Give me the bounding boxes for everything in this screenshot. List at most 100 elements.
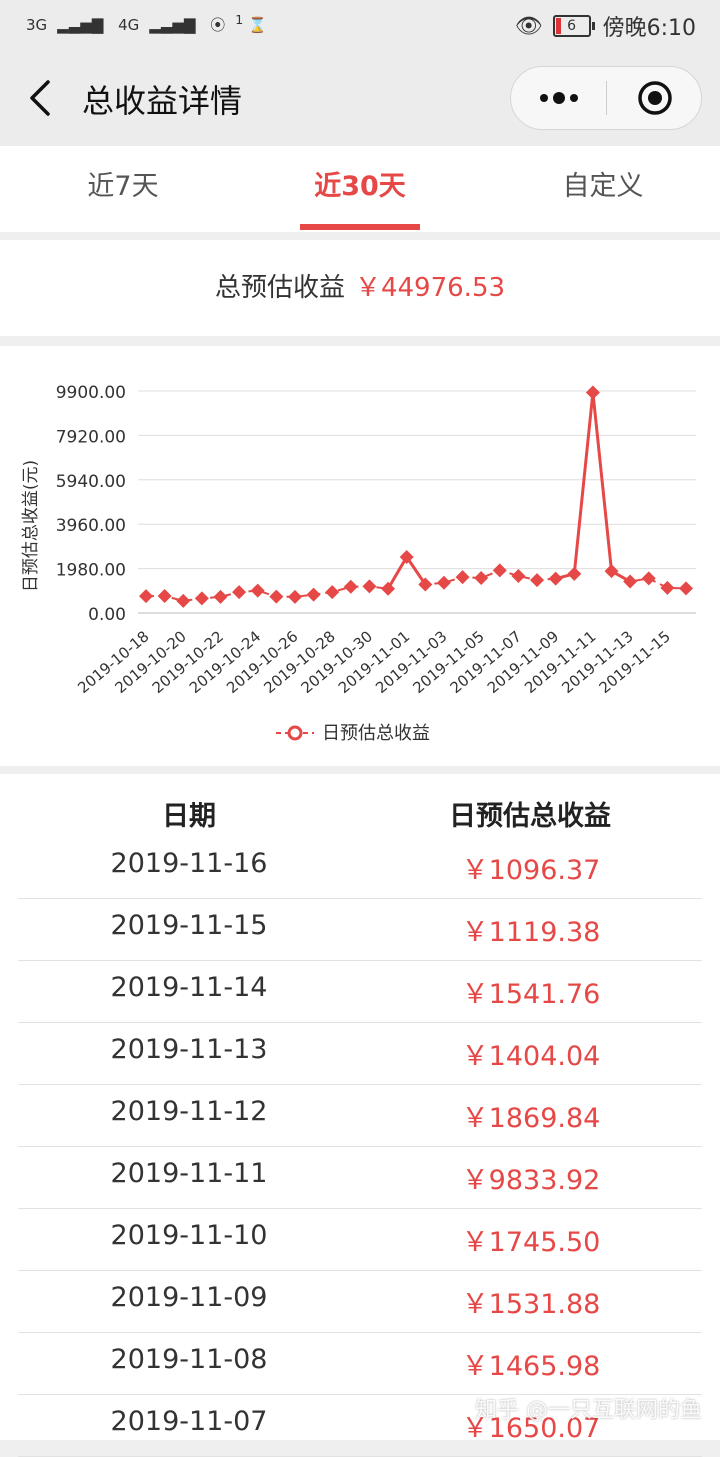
tab-30-days[interactable]: 近30天 bbox=[314, 171, 406, 202]
total-earnings-summary: 总预估收益 ￥44976.53 bbox=[0, 240, 720, 336]
status-right: 👁 6 傍晚6:10 bbox=[515, 10, 696, 42]
page-title: 总收益详情 bbox=[82, 82, 243, 120]
tab-7-days[interactable]: 近7天 bbox=[87, 171, 159, 202]
row-earnings: ￥9833.92 bbox=[461, 1165, 601, 1196]
data-point bbox=[679, 581, 693, 596]
data-point bbox=[511, 569, 526, 583]
table-row: 2019-11-08 ￥1465.98 bbox=[18, 1332, 702, 1395]
row-date: 2019-11-07 bbox=[110, 1406, 268, 1437]
signal-bars-icon-2: ▂▃▅▇ bbox=[149, 16, 196, 34]
earnings-line-chart: 0.00 1980.00 3960.00 5940.00 7920.00 9900.00 日… bbox=[21, 383, 696, 744]
table-row: 2019-11-16 ￥1096.37 bbox=[18, 836, 702, 899]
data-point bbox=[194, 591, 209, 606]
range-tabs: 近7天 近30天 自定义 bbox=[0, 146, 720, 232]
data-point bbox=[604, 564, 619, 579]
data-point bbox=[455, 570, 470, 585]
table-header-date: 日期 bbox=[162, 801, 216, 832]
data-point bbox=[306, 587, 321, 602]
more-dots-icon bbox=[540, 92, 578, 104]
row-earnings: ￥1541.76 bbox=[461, 979, 601, 1010]
data-point bbox=[362, 579, 377, 594]
target-close-icon bbox=[638, 81, 672, 115]
row-earnings: ￥1404.04 bbox=[461, 1041, 601, 1072]
signal-4g-icon: 4G bbox=[118, 16, 140, 34]
y-axis-label: 日预估总收益(元) bbox=[21, 460, 41, 592]
hotspot-icon: ⦿ bbox=[210, 16, 226, 34]
back-arrow-icon bbox=[30, 80, 50, 116]
data-point bbox=[250, 583, 265, 598]
data-point bbox=[530, 573, 545, 588]
data-point bbox=[213, 589, 228, 604]
eye-icon: 👁 bbox=[514, 13, 543, 39]
data-point bbox=[232, 585, 247, 600]
table-row: 2019-11-12 ￥1869.84 bbox=[18, 1084, 702, 1147]
data-point bbox=[436, 575, 451, 590]
data-point bbox=[474, 571, 489, 586]
miniprogram-capsule bbox=[510, 66, 702, 130]
more-button[interactable] bbox=[511, 67, 606, 129]
back-button[interactable] bbox=[26, 78, 56, 118]
table-row: 2019-11-11 ￥9833.92 bbox=[18, 1146, 702, 1209]
total-earnings-label: 总预估收益 bbox=[214, 273, 345, 303]
hourglass-icon: ⌛ bbox=[247, 16, 267, 34]
total-earnings-value: ￥44976.53 bbox=[354, 273, 506, 303]
data-point bbox=[287, 589, 302, 604]
status-left: 3G ▂▃▅▇ 4G ▂▃▅▇ ⦿ 1 ⌛ bbox=[26, 12, 277, 35]
earnings-table: 日期 日预估总收益 2019-11-16 ￥1096.37 2019-11-15 ￥1… bbox=[0, 774, 720, 1457]
data-point bbox=[139, 589, 153, 604]
status-bar: 3G ▂▃▅▇ 4G ▂▃▅▇ ⦿ 1 ⌛ 👁 6 傍晚6:10 bbox=[0, 0, 720, 50]
data-point bbox=[492, 563, 507, 578]
capsule-divider bbox=[606, 81, 607, 115]
row-date: 2019-11-15 bbox=[110, 910, 268, 941]
data-point bbox=[269, 589, 284, 604]
status-time: 傍晚6:10 bbox=[602, 16, 696, 41]
battery-icon: 6 bbox=[552, 15, 595, 37]
row-date: 2019-11-16 bbox=[110, 848, 268, 879]
series-line-solid bbox=[555, 392, 631, 583]
data-point bbox=[548, 571, 563, 586]
data-point bbox=[660, 580, 675, 595]
data-point bbox=[381, 581, 396, 596]
data-point bbox=[623, 574, 638, 589]
signal-bars-icon: ▂▃▅▇ bbox=[57, 16, 104, 34]
row-earnings: ￥1745.50 bbox=[461, 1227, 601, 1258]
table-header-earnings: 日预估总收益 bbox=[449, 801, 611, 832]
table-row: 2019-11-10 ￥1745.50 bbox=[18, 1208, 702, 1271]
hotspot-count: 1 bbox=[235, 12, 244, 27]
data-point bbox=[343, 579, 358, 594]
table-row: 2019-11-15 ￥1119.38 bbox=[18, 898, 702, 961]
y-tick-label: 1980.00 bbox=[56, 561, 126, 581]
row-date: 2019-11-09 bbox=[110, 1282, 268, 1313]
zhihu-watermark: 知乎 @一只互联网的鱼 bbox=[475, 1398, 702, 1423]
data-point bbox=[176, 593, 191, 608]
y-tick-label: 0.00 bbox=[88, 605, 126, 625]
legend-label: 日预估总收益 bbox=[322, 723, 430, 744]
y-tick-label: 9900.00 bbox=[56, 383, 126, 403]
y-tick-label: 5940.00 bbox=[56, 472, 126, 492]
table-row: 2019-11-14 ￥1541.76 bbox=[18, 960, 702, 1023]
navigation-bar: 总收益详情 bbox=[0, 50, 720, 146]
row-earnings: ￥1650.07 bbox=[461, 1413, 601, 1444]
y-tick-label: 3960.00 bbox=[56, 516, 126, 536]
data-point bbox=[641, 571, 656, 586]
signal-3g-icon: 3G bbox=[26, 16, 48, 34]
data-point bbox=[399, 549, 414, 564]
table-row: 2019-11-09 ￥1531.88 bbox=[18, 1270, 702, 1333]
battery-level: 6 bbox=[567, 18, 577, 34]
row-date: 2019-11-11 bbox=[110, 1158, 268, 1189]
data-point bbox=[325, 585, 340, 600]
row-earnings: ￥1119.38 bbox=[461, 917, 601, 948]
row-earnings: ￥1531.88 bbox=[461, 1289, 601, 1320]
earnings-chart-panel: 0.00 1980.00 3960.00 5940.00 7920.00 9900.00 日… bbox=[0, 346, 720, 766]
row-date: 2019-11-08 bbox=[110, 1344, 268, 1375]
table-row: 2019-11-13 ￥1404.04 bbox=[18, 1022, 702, 1085]
data-point bbox=[585, 385, 600, 400]
data-point bbox=[567, 566, 582, 581]
row-earnings: ￥1465.98 bbox=[461, 1351, 601, 1382]
tab-custom[interactable]: 自定义 bbox=[562, 171, 644, 202]
legend-marker bbox=[287, 725, 303, 741]
y-tick-label: 7920.00 bbox=[56, 427, 126, 447]
close-miniprogram-button[interactable] bbox=[607, 67, 701, 129]
row-earnings: ￥1869.84 bbox=[461, 1103, 601, 1134]
row-date: 2019-11-14 bbox=[110, 972, 268, 1003]
